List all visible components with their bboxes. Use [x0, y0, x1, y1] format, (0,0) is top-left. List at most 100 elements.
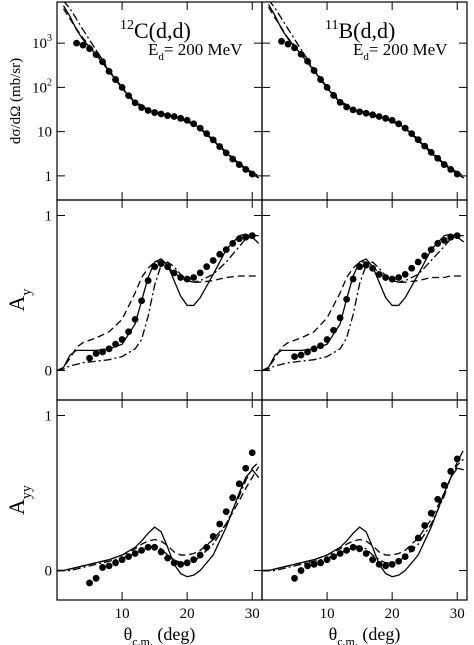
x-tick-label: 30 [450, 606, 465, 622]
curve-solid [262, 233, 465, 372]
curve-dashed [62, 8, 260, 179]
data-point [229, 494, 237, 502]
y-tick-label: 103 [32, 33, 52, 52]
data-point [414, 258, 422, 266]
panel-title-superscript: 12 [120, 18, 134, 33]
curve-dashdot [269, 2, 465, 177]
data-point [216, 250, 224, 258]
data-point [291, 44, 298, 52]
data-point [297, 567, 305, 574]
y-axis-label: dσ/dΩ (mb/sr) [8, 58, 24, 144]
data-point [196, 551, 204, 559]
data-point [73, 39, 80, 47]
data-point [297, 351, 305, 359]
y-axis-label-text: A [4, 499, 29, 515]
data-point [408, 545, 416, 553]
data-point [242, 464, 250, 472]
panel-title-text: B(d,d) [338, 18, 395, 43]
curve-dashed [267, 6, 465, 179]
panel-title: 12C(d,d) [120, 18, 191, 43]
curve-solid [62, 5, 260, 179]
panel-frame [56, 199, 263, 401]
y-tick-label-exponent: 3 [47, 33, 52, 44]
data-point [92, 574, 100, 582]
y-tick-label: 0 [45, 564, 53, 580]
data-point [248, 449, 256, 457]
data-point [310, 560, 318, 568]
data-point [434, 495, 442, 503]
y-tick-label-base: 10 [32, 36, 47, 52]
data-point [157, 548, 165, 556]
plot-area [262, 449, 465, 582]
data-point [99, 564, 106, 571]
y-axis-label: Ayy [4, 485, 35, 515]
data-point [440, 481, 448, 489]
plot-area [62, 2, 260, 179]
x-axis-label-suffix: (deg) [153, 624, 195, 645]
data-point [105, 562, 113, 570]
data-point [304, 562, 311, 570]
panel-frame [261, 399, 468, 601]
plot-area [267, 2, 465, 179]
plot-area [57, 449, 260, 587]
data-point [369, 556, 377, 564]
curve-solid [262, 467, 464, 578]
data-point [362, 550, 370, 557]
y-tick-label-base: 10 [32, 80, 47, 96]
y-axis-label-subscript: yy [20, 485, 35, 499]
data-point [144, 543, 152, 551]
data-point [284, 40, 292, 48]
data-point [388, 560, 396, 568]
energy-label-subscript: d [363, 51, 369, 63]
data-point [125, 328, 132, 336]
y-axis-label-subscript: y [20, 289, 35, 296]
energy-label-text: E [353, 40, 363, 59]
y-tick-label: 1 [45, 409, 53, 425]
energy-label-subscript: d [158, 51, 164, 63]
curve-dashed [57, 466, 260, 572]
y-tick-label-exponent: 2 [47, 77, 52, 88]
data-point [349, 543, 357, 551]
curve-dashdot [57, 235, 259, 372]
data-point [203, 263, 211, 271]
data-point [79, 41, 87, 49]
data-point [112, 559, 119, 567]
curve-dashdot [262, 458, 465, 572]
curve-dashed [262, 261, 464, 372]
data-point [235, 480, 243, 488]
x-tick-label: 10 [320, 606, 335, 622]
curve-solid [57, 233, 260, 372]
x-axis-label: θc.m. (deg) [124, 624, 196, 645]
x-tick-label: 10 [115, 606, 130, 622]
x-axis-label-subscript: c.m. [337, 634, 358, 645]
energy-label-text: E [148, 40, 158, 59]
data-point [395, 274, 403, 281]
data-point [382, 562, 390, 570]
data-point [209, 533, 217, 540]
x-axis-label-text: θ [329, 624, 338, 644]
data-point [209, 257, 217, 264]
x-axis-label: θc.m. (deg) [329, 624, 401, 645]
data-point [408, 264, 416, 272]
data-point [196, 269, 204, 277]
x-tick-label: 30 [245, 606, 260, 622]
data-point [440, 236, 448, 244]
data-point [190, 274, 198, 281]
data-point [421, 522, 429, 529]
plot-area [57, 232, 260, 372]
y-tick-label: 1 [45, 209, 53, 225]
x-tick-label: 20 [180, 606, 195, 622]
curve-dashdot [57, 461, 260, 572]
panel-frame [261, 199, 468, 401]
data-point [291, 574, 298, 582]
x-axis-label-suffix: (deg) [358, 624, 400, 645]
curve-dashdot [262, 235, 464, 372]
data-point [151, 543, 159, 551]
data-point [278, 37, 285, 45]
data-point [375, 271, 383, 278]
y-tick-label: 1 [45, 169, 53, 185]
data-point [216, 520, 224, 528]
y-axis-label: Ay [4, 289, 35, 312]
